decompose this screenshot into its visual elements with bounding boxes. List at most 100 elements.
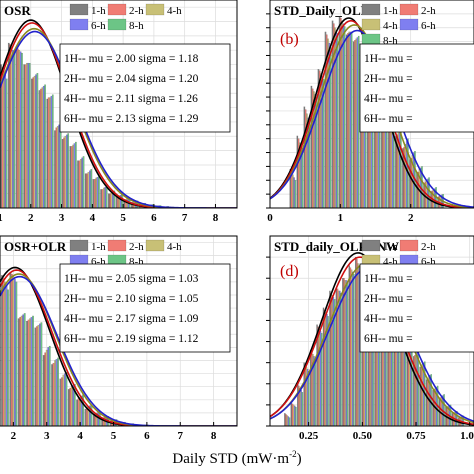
panel-3-title: OSR+OLR: [4, 239, 67, 254]
stats-line-4-1: 2H-- mu =: [364, 293, 413, 305]
bar-3-2-h-8: [69, 387, 72, 426]
stats-line-3-3: 6H-- mu = 2.19 sigma = 1.12: [64, 333, 199, 345]
bar-4-1-h-23: [432, 389, 434, 426]
bar-1-4-h-8: [64, 136, 67, 208]
bar-1-6-h-1: [12, 50, 14, 208]
legend-swatch-1-4-h: [145, 3, 165, 16]
bar-1-4-h-10: [79, 159, 82, 208]
bar-3-4-h-2: [20, 315, 23, 426]
stats-line-2-1: 2H-- mu =: [364, 73, 413, 85]
legend-label-1-8-h: 8-h: [129, 20, 144, 32]
x-tick-label-4-3: 1.00: [460, 430, 474, 442]
panel-4-stats-box: 1H-- mu = 2H-- mu = 4H-- mu = 6H-- mu =: [359, 263, 474, 353]
legend-label-3-4-h: 4-h: [167, 241, 182, 253]
bar-1-6-h-0: [4, 74, 7, 208]
bar-2-6-h-8: [349, 31, 352, 208]
bar-1-1-h-9: [69, 146, 72, 208]
panel-2-letter: (b): [280, 31, 299, 48]
bar-1-6-h-3: [27, 62, 30, 208]
x-tick-label-3-6: 8: [211, 430, 217, 442]
bar-4-1-h-10: [348, 265, 351, 426]
stats-line-2-2: 4H-- mu =: [364, 93, 413, 105]
bar-1-2-h-9: [70, 146, 73, 208]
bar-4-2-h-8: [336, 288, 339, 426]
bar-4-1-h-6: [322, 307, 325, 426]
bar-1-1-h-2: [15, 47, 18, 208]
x-tick-label-3-0: 2: [11, 430, 17, 442]
bar-4-8-h-10: [353, 273, 355, 426]
bar-4-8-h-4: [314, 358, 316, 426]
bar-1-1-h-3: [23, 64, 26, 208]
bar-1-8-h-13: [105, 186, 108, 208]
bar-3-6-h-6: [55, 359, 58, 426]
bar-1-6-h-5: [42, 85, 45, 208]
bar-1-2-h-2: [17, 48, 19, 208]
bar-1-2-h-3: [24, 64, 27, 208]
legend-swatch-4-2-h: [399, 239, 419, 252]
x-tick-label-1-4: 5: [120, 212, 126, 224]
bar-2-1-h-16: [402, 148, 404, 208]
panel-2-stats-frame: [359, 43, 474, 133]
bar-1-1-h-6: [46, 98, 49, 208]
bar-2-8-h-4: [322, 78, 325, 208]
bar-1-8-h-3: [28, 62, 31, 208]
bar-3-6-h-5: [47, 347, 50, 426]
bar-3-1-h-10: [84, 408, 87, 426]
bar-2-1-h-5: [324, 31, 327, 208]
bar-3-6-h-1: [13, 279, 16, 426]
bar-4-8-h-0: [288, 417, 291, 426]
bar-1-8-h-4: [36, 73, 39, 208]
bar-2-4-h-16: [404, 144, 407, 208]
bar-1-8-h-11: [90, 169, 93, 208]
bar-1-4-h-5: [41, 87, 44, 208]
bar-2-4-h-7: [341, 20, 343, 208]
panel-3-stats-frame: [59, 263, 231, 353]
bar-1-8-h-15: [121, 194, 123, 208]
x-tick-label-1-5: 6: [151, 212, 157, 224]
bar-4-6-h-9: [345, 280, 348, 426]
bar-4-4-h-10: [350, 269, 353, 426]
bar-1-8-h-9: [75, 141, 77, 208]
bar-3-2-h-10: [86, 407, 88, 426]
bar-2-8-h-6: [336, 33, 339, 208]
bar-2-6-h-0: [293, 177, 295, 208]
bar-4-1-h-0: [284, 413, 286, 426]
bar-2-8-h-0: [294, 180, 297, 208]
bar-1-4-h-13: [103, 187, 105, 208]
bar-1-4-h-3: [26, 62, 28, 208]
bar-3-6-h-7: [64, 373, 66, 426]
fit-curve-3-2H: [0, 269, 237, 426]
stats-line-1-2: 4H-- mu = 2.11 sigma = 1.26: [64, 93, 198, 105]
bar-4-6-h-1: [294, 405, 296, 426]
legend-label-3-1-h: 1-h: [91, 241, 106, 253]
bar-1-6-h-13: [104, 187, 107, 208]
bar-3-6-h-4: [38, 323, 41, 426]
bar-3-4-h-3: [29, 318, 31, 426]
stats-line-3-2: 4H-- mu = 2.17 sigma = 1.09: [64, 313, 199, 325]
bar-1-4-h-4: [33, 75, 36, 208]
bar-4-6-h-8: [339, 290, 341, 426]
bar-2-2-h-6: [333, 23, 335, 208]
bar-1-8-h-5: [44, 84, 46, 208]
bar-3-8-h-0: [7, 289, 9, 426]
bar-4-2-h-7: [330, 292, 332, 426]
bar-2-6-h-9: [356, 37, 359, 208]
bar-3-2-h-0: [2, 277, 5, 426]
bar-1-4-h-7: [56, 126, 59, 208]
panel-1: 1 2 3 4 5 6 7 8 OSR 1-h 2-h 4-h 6-h 8-h 1H-- mu = 2.00…: [0, 0, 238, 224]
bar-2-4-h-0: [292, 174, 294, 208]
bar-4-2-h-20: [414, 355, 416, 426]
bar-1-1-h-10: [77, 160, 79, 208]
panel-4-title: STD_daily_OLR--NW: [274, 239, 399, 254]
bar-2-8-h-15: [400, 126, 402, 208]
bar-4-4-h-11: [357, 263, 359, 426]
bar-4-1-h-4: [309, 349, 312, 426]
bar-3-8-h-1: [15, 281, 18, 426]
bar-1-4-h-1: [10, 47, 13, 208]
bar-3-1-h-6: [51, 364, 53, 426]
bar-1-8-h-2: [21, 52, 23, 208]
bar-4-4-h-9: [344, 280, 346, 426]
stats-line-3-0: 1H-- mu = 2.05 sigma = 1.03: [64, 273, 199, 285]
